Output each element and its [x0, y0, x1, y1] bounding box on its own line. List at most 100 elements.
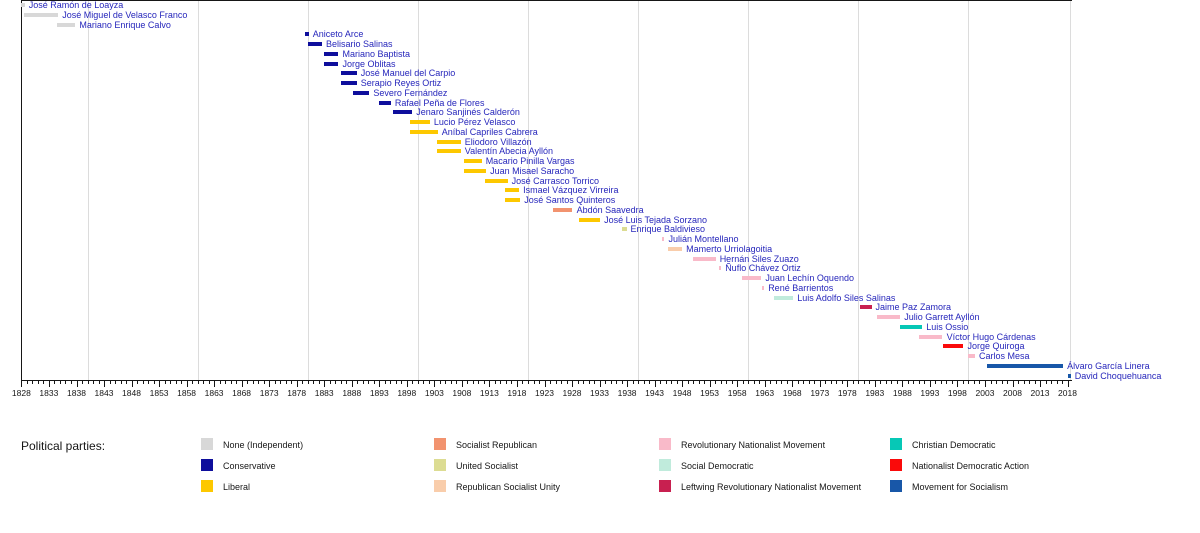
minor-tick — [109, 381, 111, 384]
legend-swatch-rnm — [659, 438, 671, 450]
tick-label-1998: 1998 — [947, 388, 967, 398]
legend-label-adn: Nationalist Democratic Action — [912, 461, 1030, 471]
tick-label-1958: 1958 — [727, 388, 747, 398]
tick-label-1863: 1863 — [204, 388, 224, 398]
minor-tick — [759, 381, 761, 384]
minor-tick — [566, 381, 568, 384]
legend-swatch-conservative — [201, 459, 213, 471]
minor-tick — [808, 381, 810, 384]
major-tick — [489, 381, 491, 387]
minor-tick — [373, 381, 375, 384]
minor-tick — [973, 381, 975, 384]
minor-tick — [610, 381, 612, 384]
major-tick — [627, 381, 629, 387]
major-tick — [682, 381, 684, 387]
major-tick — [269, 381, 271, 387]
minor-tick — [71, 381, 72, 384]
tick-label-1878: 1878 — [287, 388, 307, 398]
person-label: Rafael Peña de Flores — [394, 97, 485, 108]
minor-tick — [577, 381, 579, 384]
timeline-bar — [437, 139, 461, 144]
minor-tick — [522, 381, 524, 384]
person-label: Jaime Paz Zamora — [875, 302, 952, 313]
major-tick — [709, 381, 711, 387]
minor-tick — [285, 381, 287, 384]
tick-label-2003: 2003 — [975, 388, 995, 398]
person-label: Luis Adolfo Siles Salinas — [797, 292, 896, 303]
minor-tick — [693, 381, 695, 384]
person-label: Abdón Saavedra — [576, 204, 644, 215]
gridline-1980 — [858, 1, 860, 380]
major-tick — [186, 381, 188, 387]
gridline-1900 — [417, 1, 419, 380]
major-tick — [48, 381, 50, 387]
tick-label-1983: 1983 — [865, 388, 885, 398]
tick-label-1898: 1898 — [397, 388, 417, 398]
timeline-bar — [410, 120, 430, 125]
minor-tick — [197, 381, 199, 384]
person-label: David Choquehuanca — [1074, 370, 1162, 381]
legend-swatch-united_socialist — [434, 459, 446, 471]
minor-tick — [439, 381, 441, 384]
minor-tick — [1023, 381, 1025, 384]
major-tick — [544, 381, 546, 387]
tick-label-1978: 1978 — [837, 388, 857, 398]
major-tick — [847, 381, 849, 387]
major-tick — [324, 381, 326, 387]
person-label: Juan Misael Saracho — [490, 165, 575, 176]
minor-tick — [968, 381, 970, 384]
person-label: José Luis Tejada Sorzano — [604, 214, 707, 225]
minor-tick — [236, 381, 238, 384]
tick-label-1903: 1903 — [424, 388, 444, 398]
gridline-1880 — [307, 1, 309, 380]
timeline-bar — [942, 344, 964, 349]
timeline-bar — [578, 217, 601, 222]
minor-tick — [660, 381, 662, 384]
tick-label-1873: 1873 — [259, 388, 279, 398]
minor-tick — [252, 381, 254, 384]
gridline-1840 — [87, 1, 89, 380]
minor-tick — [814, 381, 816, 384]
legend-title: Political parties: — [21, 439, 106, 453]
minor-tick — [1007, 381, 1008, 384]
person-label: Mariano Baptista — [342, 48, 411, 59]
minor-tick — [307, 381, 309, 384]
person-label: Carlos Mesa — [979, 351, 1030, 362]
tick-label-1868: 1868 — [232, 388, 252, 398]
person-label: Mamerto Urriolagoitia — [686, 243, 773, 254]
person-label: Julio Garrett Ayllón — [904, 312, 980, 323]
timeline-bar — [307, 42, 322, 46]
legend-swatch-christian_democratic — [890, 438, 902, 450]
minor-tick — [181, 381, 183, 384]
minor-tick — [357, 381, 359, 384]
minor-tick — [896, 381, 898, 384]
minor-tick — [951, 381, 953, 384]
minor-tick — [329, 381, 331, 384]
minor-tick — [588, 381, 590, 384]
tick-label-1918: 1918 — [507, 388, 527, 398]
minor-tick — [918, 381, 920, 384]
minor-tick — [137, 381, 138, 384]
legend-swatch-liberal — [201, 480, 213, 492]
minor-tick — [1018, 381, 1019, 384]
minor-tick — [731, 381, 733, 384]
tick-label-1908: 1908 — [452, 388, 472, 398]
minor-tick — [456, 381, 458, 384]
timeline-bar — [693, 256, 716, 261]
minor-tick — [1001, 381, 1003, 384]
major-tick — [737, 381, 739, 387]
minor-tick — [715, 381, 717, 384]
minor-tick — [280, 381, 282, 384]
minor-tick — [483, 381, 485, 384]
person-label: Macario Pinilla Vargas — [485, 156, 575, 167]
minor-tick — [362, 381, 364, 384]
gridline-1940 — [638, 1, 640, 380]
timeline-bar — [968, 354, 975, 359]
tick-label-2018: 2018 — [1058, 388, 1077, 398]
minor-tick — [467, 381, 469, 384]
timeline-bar — [353, 90, 370, 95]
tick-label-1943: 1943 — [645, 388, 665, 398]
minor-tick — [340, 381, 342, 384]
timeline-bar — [463, 159, 482, 164]
person-label: Jenaro Sanjinés Calderón — [416, 107, 520, 118]
